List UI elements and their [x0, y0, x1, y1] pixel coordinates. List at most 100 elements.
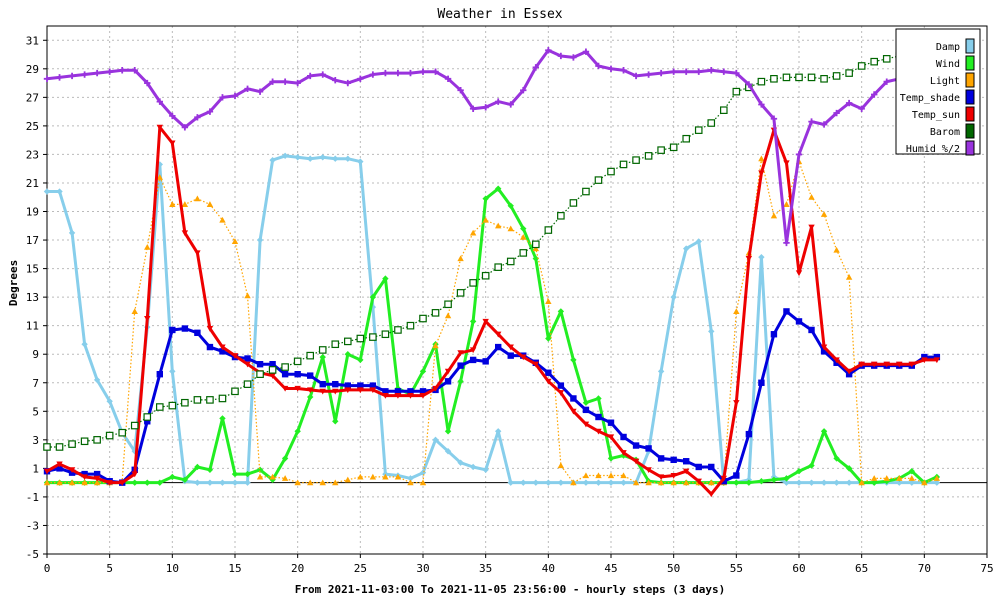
data-point-wind — [495, 185, 502, 192]
legend-swatch-temp-sun — [965, 106, 975, 122]
data-point-wind — [733, 479, 740, 486]
data-point-temp-sun — [81, 474, 88, 481]
data-point-temp-shade — [156, 370, 163, 378]
data-point-damp — [357, 158, 364, 165]
data-point-wind — [532, 255, 539, 262]
series-line-humid-2 — [46, 46, 939, 245]
data-point-light — [307, 479, 314, 486]
data-point-barom — [344, 337, 352, 346]
legend-label-wind: Wind — [936, 59, 960, 70]
data-point-wind — [294, 428, 301, 435]
data-point-barom — [719, 106, 728, 114]
data-point-temp-sun — [645, 467, 652, 474]
data-point-damp — [344, 155, 351, 162]
data-point-temp-shade — [269, 361, 276, 368]
data-point-temp-sun — [369, 387, 377, 394]
series-line-wind — [47, 187, 938, 485]
data-point-wind — [582, 399, 590, 406]
data-point-damp — [908, 479, 915, 486]
data-point-humid-2 — [382, 69, 389, 77]
data-point-light — [733, 308, 740, 314]
data-point-light — [407, 479, 414, 486]
data-point-damp — [307, 155, 314, 162]
data-point-barom — [795, 73, 803, 82]
data-point-wind — [244, 470, 251, 478]
data-point-wind — [908, 468, 915, 475]
data-point-humid-2 — [582, 48, 590, 55]
legend-swatch-damp — [965, 38, 975, 54]
data-point-temp-sun — [294, 385, 301, 392]
data-point-temp-sun — [908, 361, 915, 368]
data-point-wind — [181, 476, 189, 483]
data-point-temp-sun — [570, 408, 577, 415]
data-point-temp-shade — [181, 325, 189, 332]
data-point-temp-sun — [733, 400, 740, 406]
data-point-humid-2 — [457, 87, 464, 94]
data-point-light — [181, 201, 189, 207]
data-point-light — [632, 479, 640, 486]
data-point-humid-2 — [144, 79, 151, 87]
data-point-barom — [632, 156, 640, 164]
data-point-humid-2 — [495, 98, 502, 105]
data-point-humid-2 — [469, 105, 477, 112]
series-line-temp-sun — [46, 125, 937, 496]
data-point-barom — [569, 199, 578, 207]
data-point-humid-2 — [156, 98, 163, 105]
data-point-damp — [495, 428, 502, 435]
data-point-light — [858, 479, 865, 486]
data-point-temp-sun — [532, 361, 539, 368]
data-point-damp — [256, 236, 264, 244]
data-point-light — [708, 479, 715, 486]
data-point-temp-sun — [194, 250, 201, 257]
data-point-humid-2 — [43, 75, 51, 82]
data-point-wind — [307, 393, 314, 401]
data-point-light — [194, 195, 201, 202]
y-tick-label: 9 — [32, 348, 39, 361]
data-point-temp-shade — [933, 353, 941, 361]
data-point-temp-shade — [507, 352, 514, 359]
data-point-temp-sun — [708, 491, 715, 498]
data-point-humid-2 — [231, 92, 239, 100]
data-point-light — [657, 479, 665, 486]
data-point-temp-shade — [645, 445, 652, 452]
data-point-humid-2 — [319, 71, 326, 78]
y-tick-label: -5 — [26, 548, 39, 561]
data-point-temp-sun — [419, 393, 427, 399]
data-point-temp-sun — [745, 256, 753, 262]
data-point-temp-shade — [733, 472, 740, 479]
data-point-temp-sun — [507, 344, 514, 351]
data-point-wind — [845, 465, 853, 472]
data-point-barom — [93, 436, 101, 444]
data-point-humid-2 — [883, 78, 890, 85]
y-tick-label: 7 — [32, 377, 39, 390]
data-point-wind — [231, 470, 239, 478]
data-point-damp — [607, 479, 615, 486]
data-point-wind — [219, 415, 226, 422]
data-point-temp-sun — [432, 385, 439, 392]
data-point-temp-sun — [332, 388, 339, 395]
data-point-temp-shade — [745, 430, 753, 438]
data-point-temp-shade — [582, 406, 590, 414]
data-point-light — [770, 212, 778, 219]
data-point-barom — [419, 314, 427, 323]
data-point-temp-sun — [820, 344, 828, 351]
data-point-humid-2 — [557, 52, 565, 60]
data-point-humid-2 — [507, 101, 514, 108]
data-point-light — [469, 229, 477, 236]
data-point-barom — [381, 330, 390, 339]
data-point-humid-2 — [720, 68, 727, 75]
data-point-temp-shade — [670, 456, 677, 464]
data-point-temp-sun — [244, 361, 251, 368]
data-point-damp — [269, 156, 276, 164]
data-point-temp-sun — [444, 368, 452, 375]
data-point-wind — [444, 428, 452, 435]
data-point-barom — [469, 279, 477, 287]
data-point-damp — [708, 328, 715, 335]
y-tick-label: 17 — [26, 234, 39, 247]
data-point-light — [896, 475, 903, 481]
data-point-temp-shade — [369, 382, 377, 389]
data-point-wind — [369, 293, 377, 301]
data-point-light — [419, 479, 427, 486]
